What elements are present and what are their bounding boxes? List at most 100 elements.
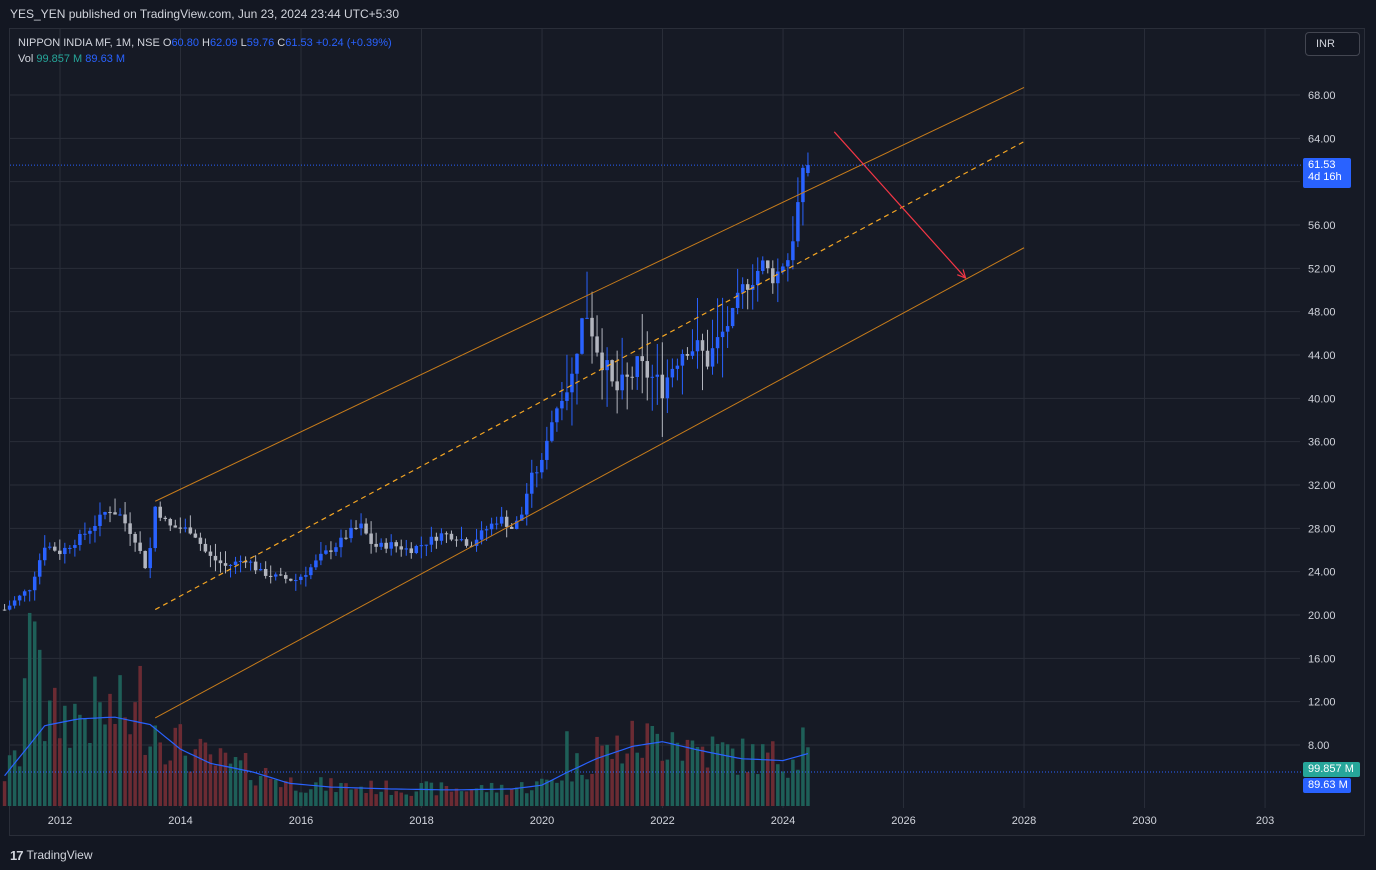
volume-bar: [434, 795, 439, 806]
y-tick-label: 52.00: [1308, 263, 1336, 275]
candle-body: [208, 551, 213, 556]
candle-body: [27, 590, 32, 592]
volume-bar: [625, 753, 629, 806]
candle-body: [294, 580, 298, 582]
candle-body: [218, 560, 223, 564]
volume-bar: [459, 791, 464, 806]
y-tick-label: 68.00: [1308, 90, 1336, 102]
candle-body: [339, 537, 343, 548]
x-tick-label: 203: [1256, 815, 1274, 827]
volume-bar: [324, 790, 328, 806]
volume-bar: [158, 742, 162, 806]
currency-button[interactable]: INR: [1305, 32, 1360, 56]
candle-body: [399, 546, 403, 550]
channel-lower-line: [154, 247, 1025, 719]
candle-body: [268, 575, 273, 577]
candle-body: [248, 561, 253, 563]
x-tick-label: 2028: [1012, 815, 1036, 827]
legend-close: 61.53: [285, 37, 313, 49]
candle-body: [645, 361, 650, 378]
volume-bar: [364, 793, 368, 806]
volume-bar: [273, 779, 278, 806]
candle-body: [138, 542, 142, 551]
candle-body: [424, 544, 429, 546]
volume-bar: [424, 781, 429, 806]
volume-bar: [143, 754, 147, 806]
volume-bar: [570, 781, 574, 806]
volume-bar: [359, 786, 363, 806]
x-tick-label: 2020: [530, 815, 554, 827]
volume-bar: [519, 782, 524, 806]
candle-body: [37, 560, 42, 577]
candle-body: [384, 542, 388, 549]
volume-bar: [27, 612, 32, 806]
candle-body: [409, 548, 414, 553]
candle-body: [299, 576, 303, 581]
candle-body: [329, 550, 333, 552]
volume-bar: [449, 791, 454, 806]
volume-bar: [720, 742, 725, 806]
volume-bar: [68, 747, 72, 806]
candle-body: [585, 317, 589, 319]
volume-bar: [590, 773, 594, 806]
volume-bar: [369, 780, 373, 806]
candle-body: [178, 527, 183, 529]
candle-body: [740, 284, 745, 293]
volume-bar: [183, 755, 188, 806]
candle-body: [42, 547, 47, 561]
candle-body: [786, 260, 790, 267]
volume-bar: [213, 765, 218, 806]
candle-body: [535, 472, 539, 474]
volume-bar: [705, 767, 710, 806]
legend-low-label: L: [240, 37, 247, 49]
volume-bar: [791, 759, 795, 806]
volume-bar: [268, 778, 273, 806]
candle-body: [439, 533, 444, 541]
volume-bar: [525, 793, 529, 806]
x-tick-label: 2030: [1132, 815, 1156, 827]
candle-body: [680, 354, 685, 366]
volume-bar: [248, 780, 253, 806]
legend-volume-row: Vol 99.857 M 89.63 M: [18, 51, 392, 67]
legend-open-label: O: [162, 37, 172, 49]
volume-bar: [439, 782, 444, 806]
footer-branding[interactable]: 17 TradingView: [10, 846, 93, 864]
volume-bar: [474, 788, 479, 806]
volume-bar: [630, 720, 634, 806]
candle-body: [454, 539, 459, 541]
volume-bar: [22, 678, 27, 806]
legend-vol-ma: 89.63 M: [85, 53, 126, 65]
volume-bar: [755, 774, 760, 806]
volume-bar: [133, 702, 137, 806]
candle-body: [379, 542, 383, 547]
y-axis: 68.0064.0060.0056.0052.0048.0044.0040.00…: [1308, 90, 1336, 752]
y-tick-label: 8.00: [1308, 740, 1329, 752]
volume-bar: [228, 763, 233, 806]
volume-bar: [675, 742, 680, 806]
candle-body: [223, 563, 228, 566]
candle-body: [283, 575, 288, 579]
volume-bar: [163, 764, 168, 806]
legend-open: 60.80: [171, 37, 199, 49]
candle-body: [600, 352, 604, 371]
y-tick-label: 48.00: [1308, 307, 1336, 319]
candle-body: [68, 547, 72, 549]
candle-body: [63, 547, 67, 555]
volume-bar: [108, 693, 112, 806]
candle-body: [314, 560, 318, 568]
trend-channel: [154, 86, 1025, 719]
legend-vol-value: 99.857 M: [36, 53, 83, 65]
candle-body: [98, 514, 102, 526]
projection-arrow-line: [833, 131, 967, 279]
candle-body: [705, 350, 710, 367]
candle-body: [459, 539, 464, 541]
volume-bar: [499, 784, 504, 806]
volume-bar: [745, 772, 750, 806]
candle-body: [118, 514, 122, 516]
candle-body: [670, 368, 675, 378]
volume-bar: [580, 774, 584, 806]
candle-body: [700, 340, 705, 351]
candle-body: [374, 543, 378, 547]
candle-body: [620, 374, 624, 391]
